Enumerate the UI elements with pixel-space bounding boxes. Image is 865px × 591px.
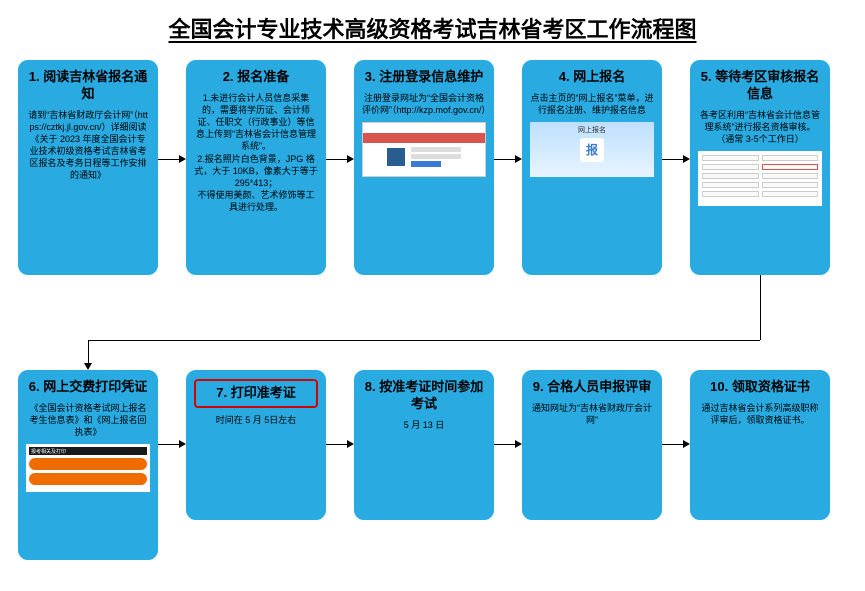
arrow-right (326, 155, 354, 163)
page-title: 全国会计专业技术高级资格考试吉林省考区工作流程图 (18, 12, 847, 44)
flow-node-n10: 10. 领取资格证书通过吉林省会计系列高级职称评审后，领取资格证书。 (690, 370, 830, 520)
flow-node-n5: 5. 等待考区审核报名信息各考区利用“吉林省会计信息管理系统”进行报名资格审核。… (690, 60, 830, 275)
node-body: 通知网址为“吉林省财政厅会计网” (530, 402, 654, 426)
node-title: 8. 按准考证时间参加考试 (362, 379, 486, 413)
flow-node-n7: 7. 打印准考证时间在 5 月 5日左右 (186, 370, 326, 520)
connector-line (760, 275, 761, 340)
node-body: 通过吉林省会计系列高级职称评审后，领取资格证书。 (698, 402, 822, 426)
node-body: 请到“吉林省财政厅会计网”（https://cztkj.jl.gov.cn/）详… (26, 109, 150, 182)
form-screenshot (698, 151, 822, 206)
signup-screenshot: 网上报名报 (530, 122, 654, 177)
node-title: 7. 打印准考证 (194, 379, 318, 408)
node-body: 注册登录网址为“全国会计资格评价网”（http://kzp.mof.gov.cn… (362, 92, 486, 116)
connector-line (88, 340, 89, 364)
node-title: 10. 领取资格证书 (698, 379, 822, 396)
flow-node-n9: 9. 合格人员申报评审通知网址为“吉林省财政厅会计网” (522, 370, 662, 520)
node-body: 时间在 5 月 5日左右 (194, 414, 318, 426)
node-body: 5 月 13 日 (362, 419, 486, 431)
flow-node-n8: 8. 按准考证时间参加考试 5 月 13 日 (354, 370, 494, 520)
login-screenshot (362, 122, 486, 177)
node-title: 1. 阅读吉林省报名通知 (26, 69, 150, 103)
flow-node-n4: 4. 网上报名点击主页的“网上报名”菜单，进行报名注册、维护报名信息网上报名报 (522, 60, 662, 275)
node-body: 各考区利用“吉林省会计信息管理系统”进行报名资格审核。（通常 3-5个工作日） (698, 109, 822, 145)
connector-line (88, 340, 760, 341)
arrow-right (326, 440, 354, 448)
arrow-right (158, 155, 186, 163)
node-body: 1.未进行会计人员信息采集的，需要将学历证、会计师证、任职文（行政事业）等信息上… (194, 92, 318, 213)
node-title: 3. 注册登录信息维护 (362, 69, 486, 86)
arrow-right (158, 440, 186, 448)
arrow-right (662, 155, 690, 163)
flow-node-n1: 1. 阅读吉林省报名通知请到“吉林省财政厅会计网”（https://cztkj.… (18, 60, 158, 275)
arrow-down-icon (84, 363, 92, 370)
arrow-right (662, 440, 690, 448)
arrow-right (494, 440, 522, 448)
node-body: 《全国会计资格考试网上报名考生信息表》和《网上报名回执表》 (26, 402, 150, 438)
print-screenshot: 报考相关及打印 (26, 444, 150, 492)
flow-node-n2: 2. 报名准备 1.未进行会计人员信息采集的，需要将学历证、会计师证、任职文（行政… (186, 60, 326, 275)
flow-node-n3: 3. 注册登录信息维护注册登录网址为“全国会计资格评价网”（http://kzp… (354, 60, 494, 275)
node-body: 点击主页的“网上报名”菜单，进行报名注册、维护报名信息 (530, 92, 654, 116)
flow-node-n6: 6. 网上交费打印凭证《全国会计资格考试网上报名考生信息表》和《网上报名回执表》… (18, 370, 158, 560)
node-title: 6. 网上交费打印凭证 (26, 379, 150, 396)
flow-container: 1. 阅读吉林省报名通知请到“吉林省财政厅会计网”（https://cztkj.… (18, 60, 847, 580)
node-title: 4. 网上报名 (530, 69, 654, 86)
arrow-right (494, 155, 522, 163)
node-title: 2. 报名准备 (194, 69, 318, 86)
node-title: 9. 合格人员申报评审 (530, 379, 654, 396)
node-title: 5. 等待考区审核报名信息 (698, 69, 822, 103)
